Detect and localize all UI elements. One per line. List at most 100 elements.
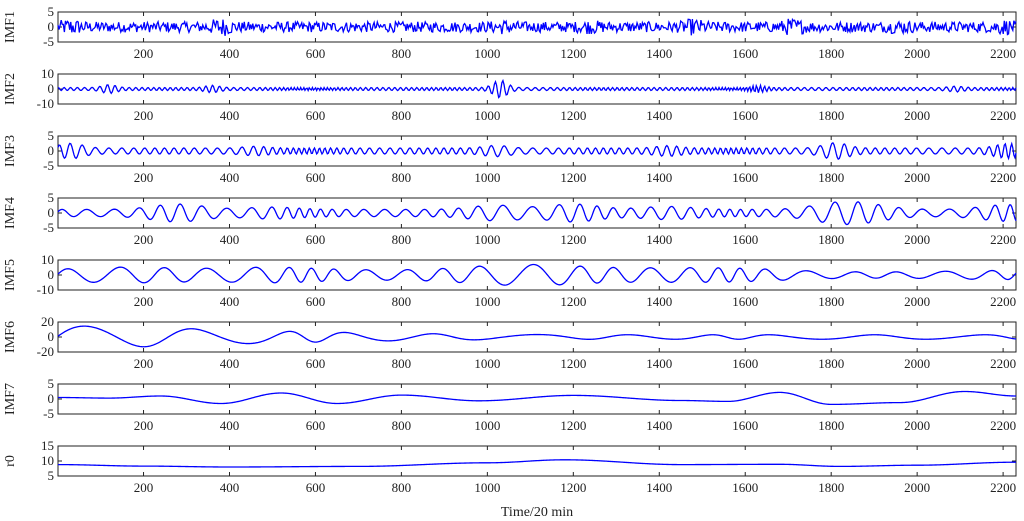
imf3-xtick-label: 2200 (990, 170, 1016, 185)
imf7-ytick-label: -5 (43, 406, 54, 421)
imf7-series-line (58, 390, 1016, 406)
r0-xtick-label: 600 (306, 480, 326, 495)
imf5-xtick-label: 2200 (990, 294, 1016, 309)
imf6-xtick-label: 800 (392, 356, 412, 371)
imf1-xtick-label: 1600 (732, 46, 758, 61)
imf7-xtick-label: 2200 (990, 418, 1016, 433)
imf3-xtick-label: 1200 (560, 170, 586, 185)
imf1-xtick-label: 2000 (904, 46, 930, 61)
imf1-ytick-label: -5 (43, 34, 54, 49)
r0-ytick-label: 5 (48, 468, 55, 483)
imf4-xtick-label: 800 (392, 232, 412, 247)
imf7-ylabel: IMF7 (3, 383, 18, 415)
imf4-xtick-label: 200 (134, 232, 154, 247)
imf2-xtick-label: 800 (392, 108, 412, 123)
imf4-xtick-label: 600 (306, 232, 326, 247)
imf7-xtick-label: 600 (306, 418, 326, 433)
imf5-xtick-label: 1800 (818, 294, 844, 309)
imf7-xtick-label: 2000 (904, 418, 930, 433)
imf3-xtick-label: 1800 (818, 170, 844, 185)
imf2-ytick-label: 10 (41, 66, 54, 81)
imf3-ytick-label: 0 (48, 143, 55, 158)
imf4-xtick-label: 1800 (818, 232, 844, 247)
imf4-xtick-label: 2000 (904, 232, 930, 247)
imf4-axes-frame (57, 197, 1017, 229)
imf7-xtick-label: 1600 (732, 418, 758, 433)
imf5-xtick-label: 1000 (474, 294, 500, 309)
imf7-xtick-label: 1200 (560, 418, 586, 433)
imf5-axes-frame (57, 259, 1017, 291)
imf4-xtick-label: 400 (220, 232, 240, 247)
imf1-xtick-label: 1000 (474, 46, 500, 61)
imf1-ytick-label: 5 (48, 4, 55, 19)
imf5-xtick-label: 2000 (904, 294, 930, 309)
r0-xtick-label: 2000 (904, 480, 930, 495)
r0-xtick-label: 1400 (646, 480, 672, 495)
imf7-xtick-label: 400 (220, 418, 240, 433)
imf1-xtick-label: 1800 (818, 46, 844, 61)
imf5-xtick-label: 1200 (560, 294, 586, 309)
imf4-ylabel: IMF4 (3, 197, 18, 229)
r0-xtick-label: 1000 (474, 480, 500, 495)
r0-xtick-label: 1800 (818, 480, 844, 495)
imf1-series-line (57, 17, 1017, 36)
imf3-xtick-label: 200 (134, 170, 154, 185)
imf6-ytick-label: 0 (48, 329, 55, 344)
imf1-xtick-label: 200 (134, 46, 154, 61)
r0-series-line (58, 459, 1016, 468)
imf2-xtick-label: 200 (134, 108, 154, 123)
imf1-xtick-label: 400 (220, 46, 240, 61)
imf6-axes-frame (57, 321, 1017, 353)
imf3-xtick-label: 1400 (646, 170, 672, 185)
imf5-xtick-label: 1600 (732, 294, 758, 309)
imf5-xtick-label: 800 (392, 294, 412, 309)
imf5-ytick-label: -10 (37, 282, 54, 297)
imf2-xtick-label: 600 (306, 108, 326, 123)
r0-xtick-label: 400 (220, 480, 240, 495)
imf6-ylabel: IMF6 (3, 321, 18, 353)
r0-xtick-label: 200 (134, 480, 154, 495)
imf6-xtick-label: 1400 (646, 356, 672, 371)
imf3-xtick-label: 800 (392, 170, 412, 185)
imf6-series-line (57, 325, 1017, 348)
r0-ytick-label: 15 (41, 438, 54, 453)
imf6-xtick-label: 1600 (732, 356, 758, 371)
imf3-ytick-label: 5 (48, 128, 55, 143)
imf6-xtick-label: 1800 (818, 356, 844, 371)
r0-xtick-label: 800 (392, 480, 412, 495)
imf3-xtick-label: 1000 (474, 170, 500, 185)
imf4-ytick-label: 0 (48, 205, 55, 220)
imf7-xtick-label: 1000 (474, 418, 500, 433)
imf6-ytick-label: 20 (41, 314, 54, 329)
imf6-xtick-label: 200 (134, 356, 154, 371)
imf4-xtick-label: 1400 (646, 232, 672, 247)
imf6-xtick-label: 400 (220, 356, 240, 371)
imf6-xtick-label: 600 (306, 356, 326, 371)
imf4-xtick-label: 2200 (990, 232, 1016, 247)
imf6-xtick-label: 1200 (560, 356, 586, 371)
r0-xtick-label: 2200 (990, 480, 1016, 495)
imf1-ylabel: IMF1 (3, 11, 18, 43)
imf2-xtick-label: 2200 (990, 108, 1016, 123)
imf7-axes-frame (57, 383, 1017, 415)
imf1-xtick-label: 1200 (560, 46, 586, 61)
imf4-ytick-label: -5 (43, 220, 54, 235)
imf1-ytick-label: 0 (48, 19, 55, 34)
r0-ylabel: r0 (3, 455, 18, 467)
imf5-xtick-label: 400 (220, 294, 240, 309)
imf2-xtick-label: 2000 (904, 108, 930, 123)
imf4-series-line (57, 201, 1017, 226)
imf3-ylabel: IMF3 (3, 135, 18, 167)
imf2-xtick-label: 1600 (732, 108, 758, 123)
imf1-xtick-label: 600 (306, 46, 326, 61)
imf1-xtick-label: 2200 (990, 46, 1016, 61)
imf5-ytick-label: 0 (48, 267, 55, 282)
imf3-xtick-label: 400 (220, 170, 240, 185)
imf2-xtick-label: 400 (220, 108, 240, 123)
imf5-series-line (57, 263, 1017, 286)
imf2-xtick-label: 1800 (818, 108, 844, 123)
imf5-ytick-label: 10 (41, 252, 54, 267)
imf7-ytick-label: 0 (48, 391, 55, 406)
imf6-ytick-label: -20 (37, 344, 54, 359)
imf6-xtick-label: 2200 (990, 356, 1016, 371)
